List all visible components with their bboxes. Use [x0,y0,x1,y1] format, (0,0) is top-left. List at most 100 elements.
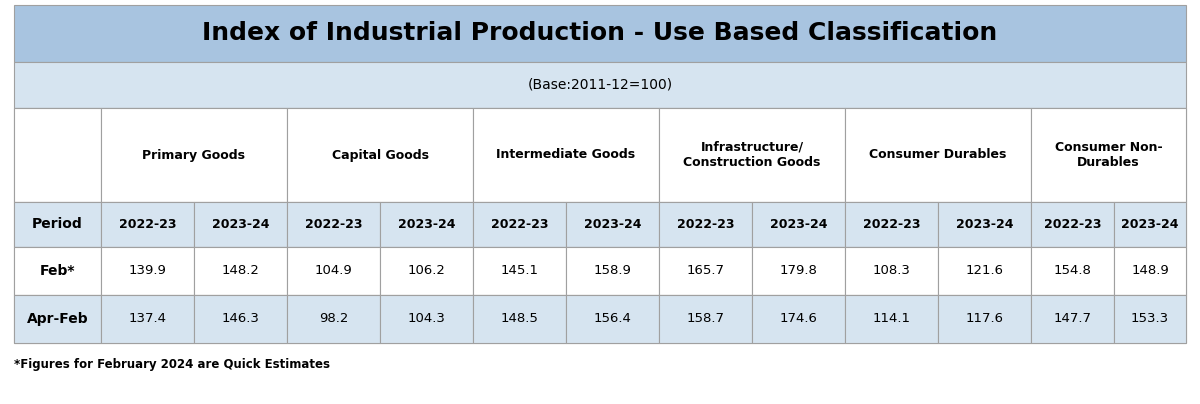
Bar [938,295,1031,343]
Bar [14,247,1186,295]
Bar [566,247,659,295]
Bar [1114,202,1186,247]
Bar [659,247,752,295]
Bar [14,202,1186,247]
Text: 158.9: 158.9 [594,265,631,278]
Text: *Figures for February 2024 are Quick Estimates: *Figures for February 2024 are Quick Est… [14,358,330,371]
Text: 2023-24: 2023-24 [211,218,269,231]
Text: 137.4: 137.4 [128,313,167,326]
Bar [845,247,938,295]
Bar [752,247,845,295]
Text: Consumer Non-
Durables: Consumer Non- Durables [1055,141,1163,169]
Text: 2023-24: 2023-24 [397,218,455,231]
Text: 145.1: 145.1 [500,265,539,278]
Bar [287,247,380,295]
Bar [14,295,1186,343]
Bar [938,247,1031,295]
Bar [14,202,101,247]
Bar [380,295,473,343]
Bar [1031,108,1186,202]
Text: 2023-24: 2023-24 [1121,218,1178,231]
Bar [194,295,287,343]
Text: (Base:2011-12=100): (Base:2011-12=100) [528,78,672,92]
Bar [101,108,287,202]
Bar [1031,247,1114,295]
Text: 165.7: 165.7 [686,265,725,278]
Bar [1031,202,1114,247]
Text: 121.6: 121.6 [966,265,1003,278]
Bar [14,108,1186,202]
Text: 148.2: 148.2 [222,265,259,278]
Text: Feb*: Feb* [40,264,76,278]
Bar [1114,295,1186,343]
Text: 153.3: 153.3 [1130,313,1169,326]
Text: 2023-24: 2023-24 [583,218,641,231]
Bar [14,247,101,295]
Text: Infrastructure/
Construction Goods: Infrastructure/ Construction Goods [683,141,821,169]
Text: Apr-Feb: Apr-Feb [26,312,89,326]
Text: 104.3: 104.3 [408,313,445,326]
Text: 2022-23: 2022-23 [119,218,176,231]
Text: 2022-23: 2022-23 [305,218,362,231]
Text: 114.1: 114.1 [872,313,911,326]
Text: Capital Goods: Capital Goods [331,149,428,162]
Text: 2023-24: 2023-24 [955,218,1013,231]
Bar [1031,295,1114,343]
Bar [101,295,194,343]
Bar [473,202,566,247]
Text: Intermediate Goods: Intermediate Goods [497,149,636,162]
Text: 2022-23: 2022-23 [1044,218,1102,231]
Text: Consumer Durables: Consumer Durables [869,149,1007,162]
Text: 106.2: 106.2 [408,265,445,278]
Bar [287,295,380,343]
Bar [14,62,1186,108]
Bar [845,202,938,247]
Text: 2022-23: 2022-23 [491,218,548,231]
Bar [380,202,473,247]
Bar [659,295,752,343]
Bar [1114,247,1186,295]
Bar [845,295,938,343]
Bar [101,202,194,247]
Text: 2023-24: 2023-24 [769,218,827,231]
Bar [473,108,659,202]
Bar [473,295,566,343]
Text: 148.9: 148.9 [1132,265,1169,278]
Text: 2022-23: 2022-23 [863,218,920,231]
Bar [845,108,1031,202]
Bar [566,295,659,343]
Text: 98.2: 98.2 [319,313,348,326]
Bar [14,5,1186,62]
Text: 147.7: 147.7 [1054,313,1092,326]
Text: 174.6: 174.6 [780,313,817,326]
Bar [380,247,473,295]
Bar [287,202,380,247]
Text: 104.9: 104.9 [314,265,353,278]
Bar [14,108,101,202]
Bar [566,202,659,247]
Text: Index of Industrial Production - Use Based Classification: Index of Industrial Production - Use Bas… [203,21,997,46]
Bar [659,108,845,202]
Text: Primary Goods: Primary Goods [143,149,246,162]
Bar [194,202,287,247]
Text: 156.4: 156.4 [594,313,631,326]
Bar [287,108,473,202]
Text: 146.3: 146.3 [222,313,259,326]
Bar [659,202,752,247]
Text: 148.5: 148.5 [500,313,539,326]
Text: 139.9: 139.9 [128,265,167,278]
Text: 2022-23: 2022-23 [677,218,734,231]
Text: 154.8: 154.8 [1054,265,1092,278]
Bar [752,202,845,247]
Text: 108.3: 108.3 [872,265,911,278]
Text: 179.8: 179.8 [780,265,817,278]
Bar [101,247,194,295]
Bar [752,295,845,343]
Text: 117.6: 117.6 [966,313,1003,326]
Bar [14,295,101,343]
Text: 158.7: 158.7 [686,313,725,326]
Bar [194,247,287,295]
Text: Period: Period [32,217,83,231]
Bar [938,202,1031,247]
Bar [473,247,566,295]
